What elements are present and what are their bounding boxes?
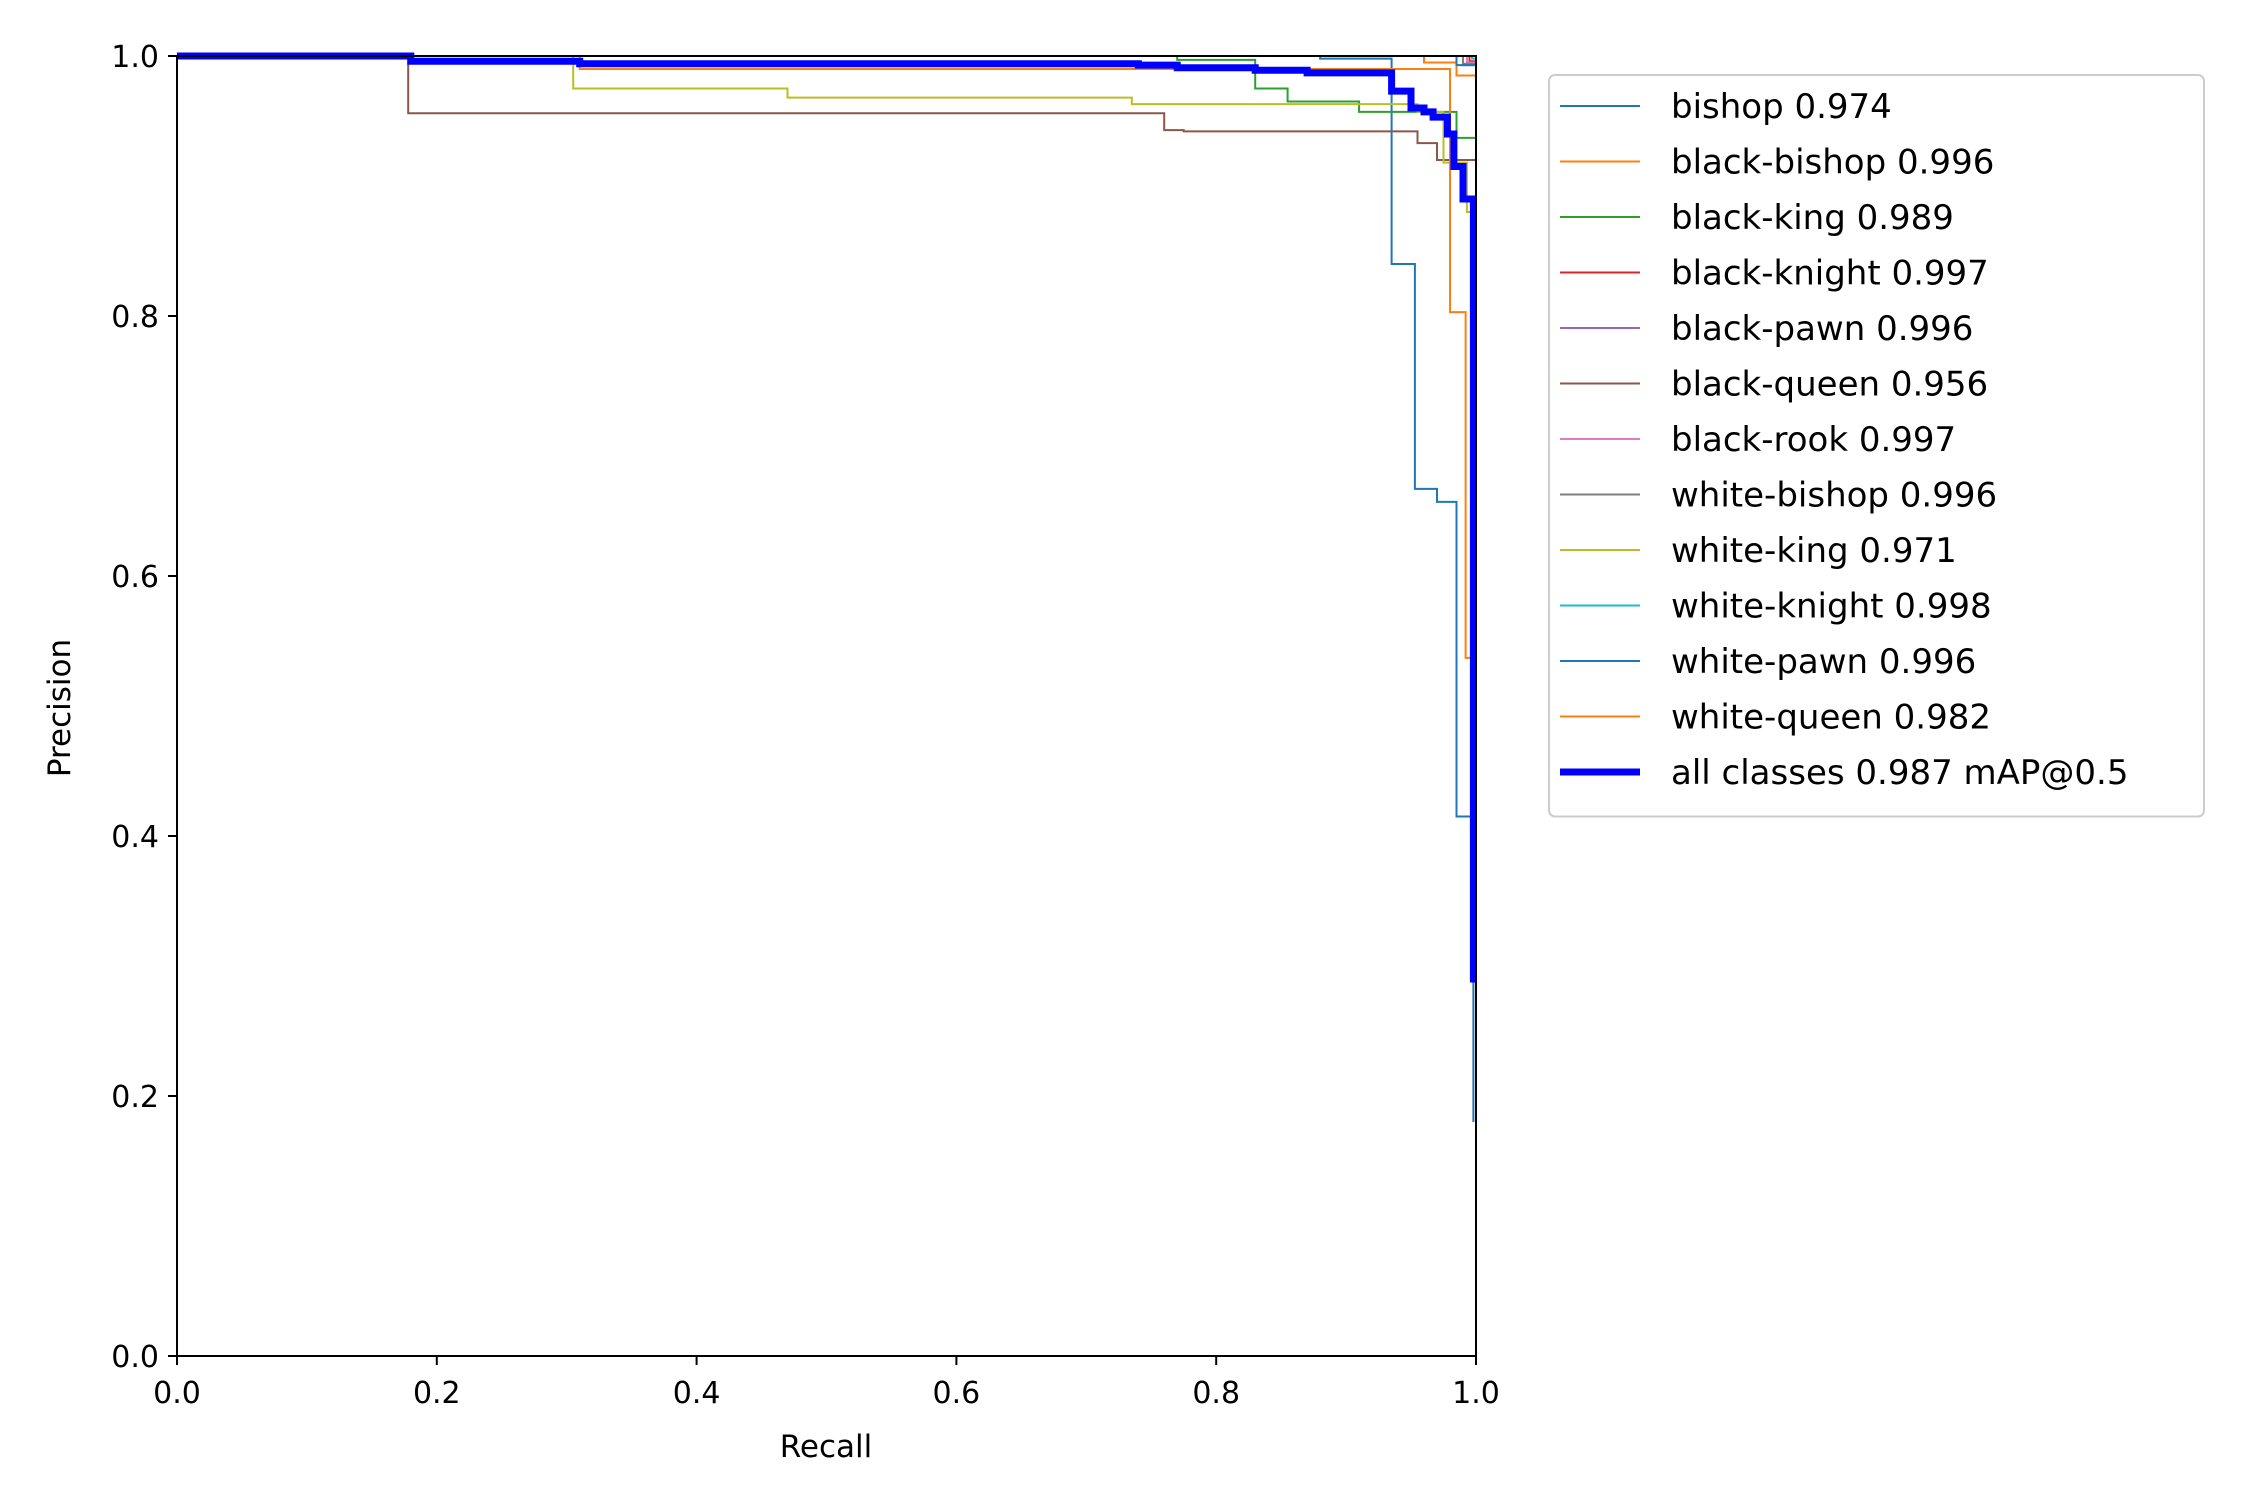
legend-label-white-knight: white-knight 0.998 xyxy=(1671,587,1992,627)
y-axis-title: Precision xyxy=(42,639,78,777)
x-tick-label: 0.4 xyxy=(673,1376,721,1411)
legend-label-white-queen: white-queen 0.982 xyxy=(1671,698,1991,738)
legend: bishop 0.974 black-bishop 0.996 black-king… xyxy=(1548,74,2205,818)
x-axis-title: Recall xyxy=(780,1429,873,1465)
legend-label-black-rook: black-rook 0.997 xyxy=(1671,420,1956,460)
legend-label-bishop: bishop 0.974 xyxy=(1671,87,1892,127)
y-tick-label: 0.0 xyxy=(111,1340,159,1375)
legend-label-white-king: white-king 0.971 xyxy=(1671,531,1957,571)
legend-label-black-pawn: black-pawn 0.996 xyxy=(1671,309,1973,349)
legend-label-black-king: black-king 0.989 xyxy=(1671,198,1954,238)
legend-label-white-bishop: white-bishop 0.996 xyxy=(1671,476,1997,516)
x-tick-label: 0.8 xyxy=(1192,1376,1240,1411)
legend-label-black-queen: black-queen 0.956 xyxy=(1671,365,1988,405)
series-line-black-queen xyxy=(177,55,1477,1356)
x-tick-label: 1.0 xyxy=(1452,1376,1500,1411)
legend-box xyxy=(1548,74,2205,818)
legend-label-all: all classes 0.987 mAP@0.5 xyxy=(1671,753,2128,793)
legend-label-white-pawn: white-pawn 0.996 xyxy=(1671,642,1976,682)
series-line-bishop xyxy=(177,55,1475,1122)
legend-label-black-knight: black-knight 0.997 xyxy=(1671,254,1989,294)
legend-label-black-bishop: black-bishop 0.996 xyxy=(1671,143,1994,183)
y-tick-label: 0.2 xyxy=(111,1080,159,1115)
series-line-all xyxy=(177,52,1477,983)
x-tick-label: 0.2 xyxy=(413,1376,461,1411)
y-tick-label: 1.0 xyxy=(111,40,159,75)
x-tick-label: 0.6 xyxy=(933,1376,981,1411)
y-tick-label: 0.6 xyxy=(111,560,159,595)
y-tick-label: 0.8 xyxy=(111,300,159,335)
axes: 0.0 0.2 0.4 0.6 0.8 1.0 0.0 0.2 0.4 0.6 0.8 1.0 xyxy=(111,40,1500,1411)
axes-frame xyxy=(176,55,1477,1357)
y-tick-label: 0.4 xyxy=(111,820,159,855)
x-tick-label: 0.0 xyxy=(153,1376,201,1411)
